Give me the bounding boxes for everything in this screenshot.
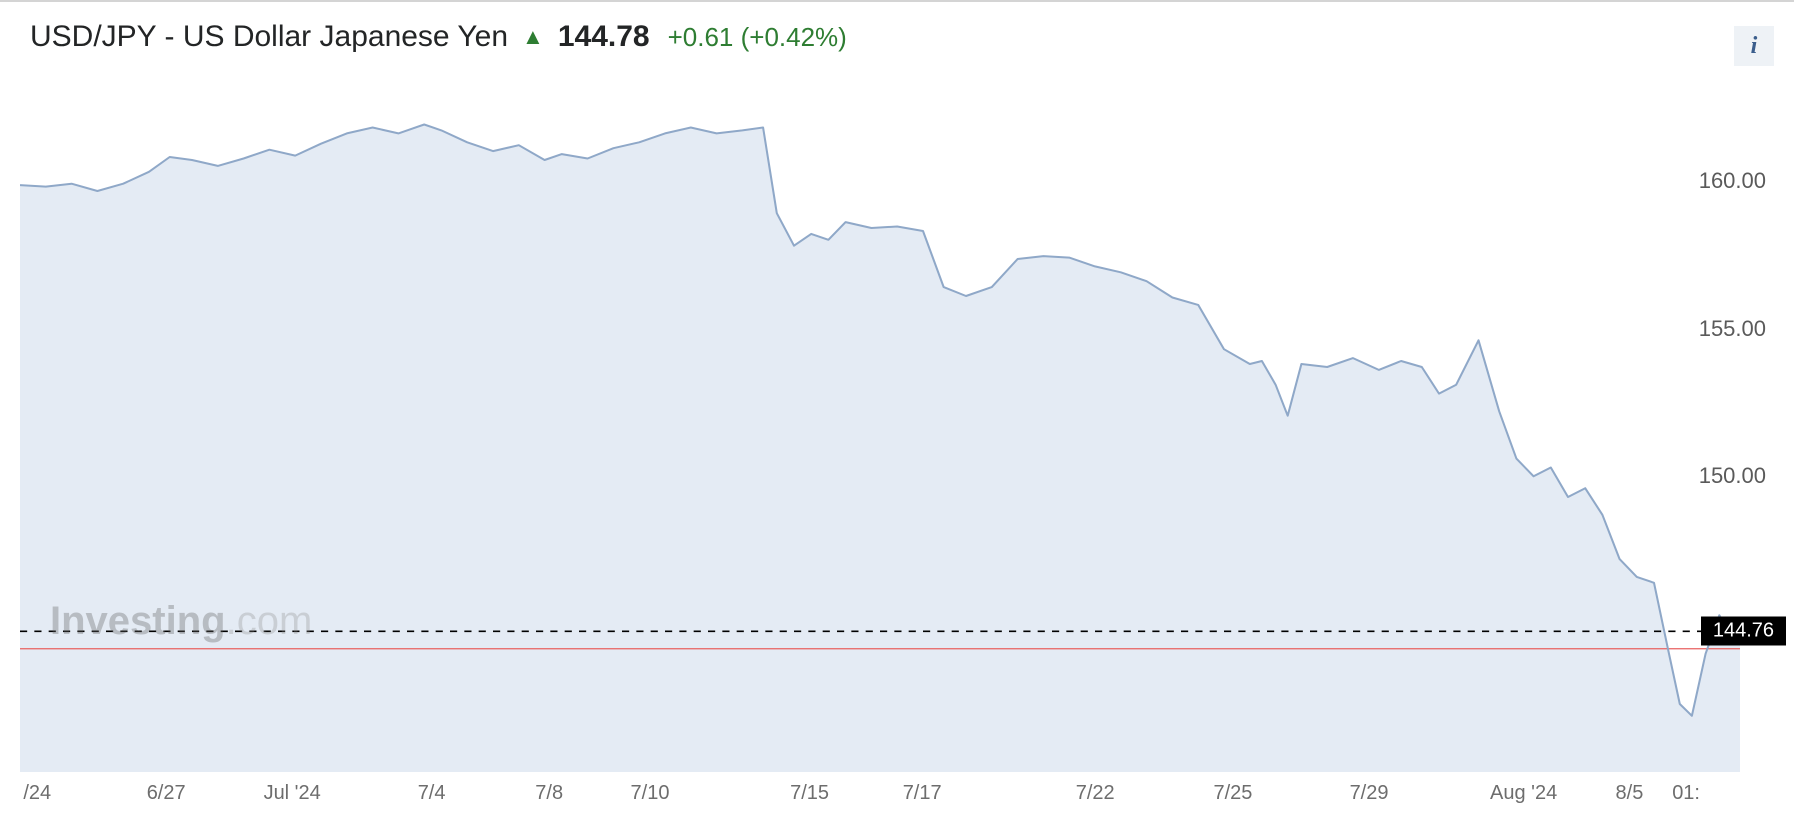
x-tick-label: 7/10 — [631, 782, 670, 805]
x-tick-label: 7/15 — [790, 782, 829, 805]
direction-up-icon: ▲ — [522, 24, 544, 50]
x-tick-label: 7/25 — [1213, 782, 1252, 805]
x-tick-label: 8/5 — [1616, 782, 1644, 805]
x-tick-label: 7/8 — [535, 782, 563, 805]
x-tick-label: 7/22 — [1076, 782, 1115, 805]
x-tick-label: Aug '24 — [1490, 782, 1557, 805]
current-price-tag: 144.76 — [1701, 617, 1786, 646]
y-tick-label: 150.00 — [1699, 463, 1766, 489]
x-tick-label: 01: — [1672, 782, 1700, 805]
chart-svg — [20, 92, 1740, 772]
x-tick-label: 7/17 — [903, 782, 942, 805]
x-tick-label: 7/4 — [418, 782, 446, 805]
chart-header: USD/JPY - US Dollar Japanese Yen ▲ 144.7… — [0, 2, 1794, 64]
info-icon: i — [1751, 33, 1758, 60]
y-tick-label: 155.00 — [1699, 316, 1766, 342]
info-button[interactable]: i — [1734, 26, 1774, 66]
x-tick-label: /24 — [23, 782, 51, 805]
last-price: 144.78 — [558, 20, 650, 54]
price-change: +0.61 (+0.42%) — [668, 22, 847, 53]
x-tick-label: Jul '24 — [264, 782, 321, 805]
x-tick-label: 6/27 — [147, 782, 186, 805]
x-tick-label: 7/29 — [1350, 782, 1389, 805]
instrument-title: USD/JPY - US Dollar Japanese Yen — [30, 20, 508, 54]
y-tick-label: 160.00 — [1699, 168, 1766, 194]
price-chart[interactable]: Investing.com — [20, 92, 1740, 772]
y-axis-labels: 160.00155.00150.00 — [1706, 92, 1786, 772]
x-axis-labels: /24 6/27 Jul '24 7/4 7/8 7/10 7/15 7/17 7/22 7/25… — [20, 782, 1740, 812]
